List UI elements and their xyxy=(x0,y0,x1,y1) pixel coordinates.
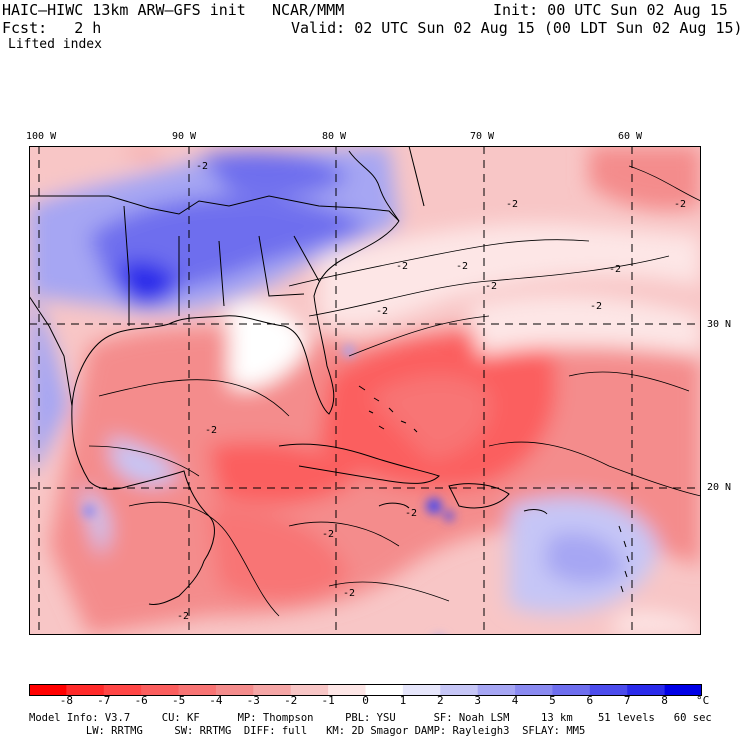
colorbar-swatch xyxy=(253,684,292,696)
lat-label-20n: 20 N xyxy=(707,482,732,493)
colorbar-swatch xyxy=(290,684,329,696)
colorbar-tick-label: 5 xyxy=(549,694,556,707)
colorbar-swatch xyxy=(402,684,441,696)
contour-label: -2 xyxy=(205,425,217,436)
colorbar-tick-label: 8 xyxy=(661,694,668,707)
contour-label: -2 xyxy=(485,281,497,292)
colorbar-swatch xyxy=(178,684,217,696)
contour-label: -2 xyxy=(177,611,189,622)
colorbar-swatch xyxy=(66,684,105,696)
coastlines xyxy=(29,146,630,605)
lon-label-80w: 80 W xyxy=(322,131,347,142)
colorbar-swatch xyxy=(215,684,254,696)
lon-label-60w: 60 W xyxy=(618,131,643,142)
contour-labels: -2 -2 -2 -2 -2 -2 -2 -2 -2 -2 -2 -2 -2 -… xyxy=(177,161,686,622)
model-info-line2: LW: RRTMG SW: RRTMG DIFF: full KM: 2D Sm… xyxy=(29,725,586,737)
contour-label: -2 xyxy=(376,306,388,317)
lat-lon-grid xyxy=(29,146,701,635)
contour-label: -2 xyxy=(196,161,208,172)
model-title: HAIC–HIWC 13km ARW–GFS init xyxy=(2,1,246,19)
contour-label: -2 xyxy=(405,508,417,519)
colorbar-tick-label: -7 xyxy=(97,694,111,707)
contour-label: -2 xyxy=(322,529,334,540)
colorbar-tick-label: 2 xyxy=(436,694,444,707)
colorbar-tick-label: -2 xyxy=(284,694,298,707)
colorbar-swatch xyxy=(365,684,404,696)
contour-label: -2 xyxy=(609,264,621,275)
colorbar-swatch xyxy=(589,684,628,696)
colorbar-frame xyxy=(29,684,702,696)
field-name: Lifted index xyxy=(8,37,102,52)
colorbar-tick-label: 3 xyxy=(474,694,481,707)
colorbar-swatch xyxy=(552,684,591,696)
colorbar xyxy=(29,681,703,696)
contour-label: -2 xyxy=(343,588,355,599)
contour-label: -2 xyxy=(456,261,468,272)
map-canvas: -2 -2 -2 -2 -2 -2 -2 -2 -2 -2 -2 -2 -2 -… xyxy=(29,146,701,635)
colorbar-swatch xyxy=(103,684,142,696)
contour-label: -2 xyxy=(674,199,686,210)
center-label: NCAR/MMM xyxy=(272,1,345,19)
hispaniola-outline xyxy=(448,483,510,509)
colorbar-swatch xyxy=(477,684,516,696)
colorbar-tick-label: -3 xyxy=(246,694,260,707)
colorbar-swatches xyxy=(29,684,703,696)
contour-label: -2 xyxy=(506,199,518,210)
colorbar-swatch xyxy=(515,684,553,696)
central-america-coast xyxy=(148,515,215,605)
lon-label-70w: 70 W xyxy=(470,131,495,142)
lon-label-100w: 100 W xyxy=(26,131,57,142)
lat-label-30n: 30 N xyxy=(707,319,732,330)
colorbar-tick-label: -5 xyxy=(171,694,186,707)
lifted-index-map: -2 -2 -2 -2 -2 -2 -2 -2 -2 -2 -2 -2 -2 -… xyxy=(29,146,701,635)
colorbar-tick-label: -6 xyxy=(134,694,148,707)
colorbar-swatch xyxy=(29,684,67,696)
state-border-north xyxy=(29,195,400,222)
contour-label: -2 xyxy=(590,301,602,312)
colorbar-swatch xyxy=(664,684,703,696)
colorbar-swatch xyxy=(627,684,666,696)
state-border-west xyxy=(123,205,130,326)
lon-label-90w: 90 W xyxy=(172,131,197,142)
colorbar-tick-label: 6 xyxy=(586,694,594,707)
gulf-coastline xyxy=(71,220,400,517)
colorbar-tick-label: 0 xyxy=(362,694,369,707)
forecast-hour: Fcst: 2 h xyxy=(2,19,102,37)
valid-time: Valid: 02 UTC Sun 02 Aug 15 (00 LDT Sun … xyxy=(291,19,740,37)
contour-lines xyxy=(88,165,701,617)
colorbar-swatch xyxy=(440,684,479,696)
colorbar-tick-label: -4 xyxy=(209,694,223,707)
colorbar-tick-label: 7 xyxy=(623,694,631,707)
colorbar-swatch xyxy=(328,684,366,696)
init-time: Init: 00 UTC Sun 02 Aug 15 xyxy=(493,1,728,19)
model-info-line1: Model Info: V3.7 CU: KF MP: Thompson PBL… xyxy=(29,712,712,724)
field-shading xyxy=(29,146,701,635)
colorbar-tick-label: 1 xyxy=(399,694,407,707)
colorbar-tick-label: -8 xyxy=(59,694,74,707)
colorbar-unit: °C xyxy=(696,694,710,707)
contour-label: -2 xyxy=(396,261,408,272)
map-frame xyxy=(29,146,701,635)
colorbar-tick-label: 4 xyxy=(511,694,519,707)
colorbar-swatch xyxy=(141,684,180,696)
texas-coast xyxy=(29,295,73,407)
colorbar-tick-label: -1 xyxy=(321,694,335,707)
cuba-outline xyxy=(278,443,440,484)
